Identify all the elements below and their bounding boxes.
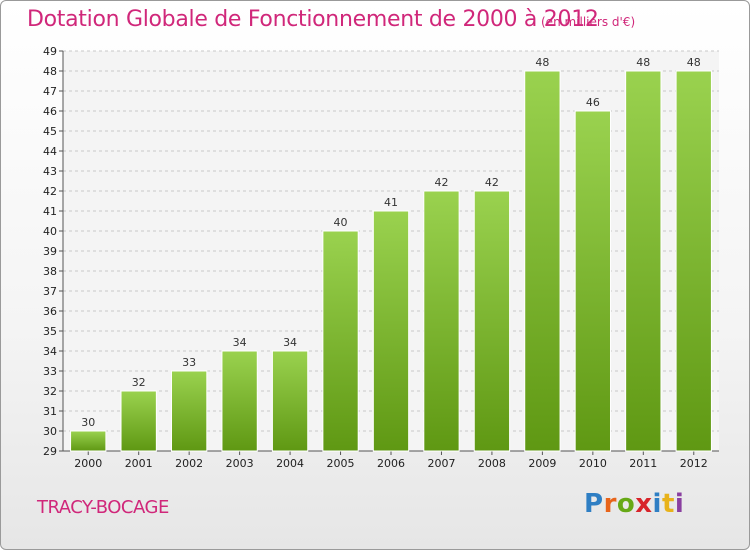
x-tick-label: 2005 (327, 457, 355, 470)
chart-title: Dotation Globale de Fonctionnement de 20… (27, 7, 599, 32)
bar-2005 (322, 230, 359, 452)
y-tick-label: 32 (43, 385, 57, 398)
y-tick-label: 34 (43, 345, 57, 358)
bar-2004 (271, 350, 309, 452)
bar-value-label: 34 (283, 336, 297, 349)
y-tick-label: 47 (43, 85, 57, 98)
bar-value-label: 41 (384, 196, 398, 209)
x-tick-label: 2006 (377, 457, 405, 470)
bar-value-label: 32 (132, 376, 146, 389)
x-tick-label: 2003 (226, 457, 254, 470)
x-tick-label: 2007 (427, 457, 455, 470)
bar-value-label: 42 (485, 176, 499, 189)
y-tick-label: 35 (43, 325, 57, 338)
bar-value-label: 34 (233, 336, 247, 349)
bar-2003 (221, 350, 258, 452)
x-tick-label: 2008 (478, 457, 506, 470)
bar-2000 (70, 430, 107, 452)
y-tick-label: 45 (43, 125, 57, 138)
bar-2002 (170, 370, 208, 452)
y-tick-label: 39 (43, 245, 57, 258)
x-tick-label: 2009 (528, 457, 556, 470)
y-tick-label: 48 (43, 65, 57, 78)
bar-2001 (120, 390, 157, 452)
x-tick-label: 2004 (276, 457, 304, 470)
bar-2012 (675, 70, 712, 452)
x-tick-label: 2000 (74, 457, 102, 470)
y-tick-label: 40 (43, 225, 57, 238)
commune-name: TRACY-BOCAGE (37, 497, 169, 518)
logo-letter: i (652, 489, 662, 519)
x-tick-label: 2001 (125, 457, 153, 470)
y-tick-label: 36 (43, 305, 57, 318)
bar-value-label: 42 (434, 176, 448, 189)
bar-2010 (574, 110, 612, 452)
bar-value-label: 33 (182, 356, 196, 369)
bar-value-label: 48 (687, 56, 701, 69)
y-tick-label: 44 (43, 145, 57, 158)
chart-subtitle: (en milliers d'€) (541, 15, 636, 29)
y-tick-label: 31 (43, 405, 57, 418)
y-tick-label: 49 (43, 45, 57, 58)
x-tick-label: 2010 (579, 457, 607, 470)
y-tick-label: 29 (43, 445, 57, 458)
bar-value-label: 48 (535, 56, 549, 69)
logo-letter: r (603, 489, 617, 519)
bar-value-label: 46 (586, 96, 600, 109)
logo-letter: P (584, 489, 604, 519)
y-tick-label: 42 (43, 185, 57, 198)
logo-letter: x (635, 489, 653, 519)
y-tick-label: 30 (43, 425, 57, 438)
x-tick-label: 2002 (175, 457, 203, 470)
logo-letter: i (674, 489, 685, 519)
y-tick-label: 37 (43, 285, 57, 298)
bar-2009 (524, 70, 561, 452)
bar-value-label: 48 (636, 56, 650, 69)
bar-value-label: 30 (81, 416, 95, 429)
y-tick-label: 43 (43, 165, 57, 178)
y-tick-label: 38 (43, 265, 57, 278)
y-tick-label: 33 (43, 365, 57, 378)
bar-2007 (423, 190, 460, 452)
x-tick-label: 2012 (680, 457, 708, 470)
bar-value-label: 40 (334, 216, 348, 229)
proxiti-logo: Proxiti (584, 489, 684, 519)
x-tick-label: 2011 (629, 457, 657, 470)
bar-2006 (372, 210, 410, 452)
logo-letter: t (661, 489, 675, 519)
bar-2011 (625, 70, 662, 452)
y-tick-label: 41 (43, 205, 57, 218)
logo-letter: o (616, 489, 636, 519)
bar-2008 (473, 190, 511, 452)
y-tick-label: 46 (43, 105, 57, 118)
